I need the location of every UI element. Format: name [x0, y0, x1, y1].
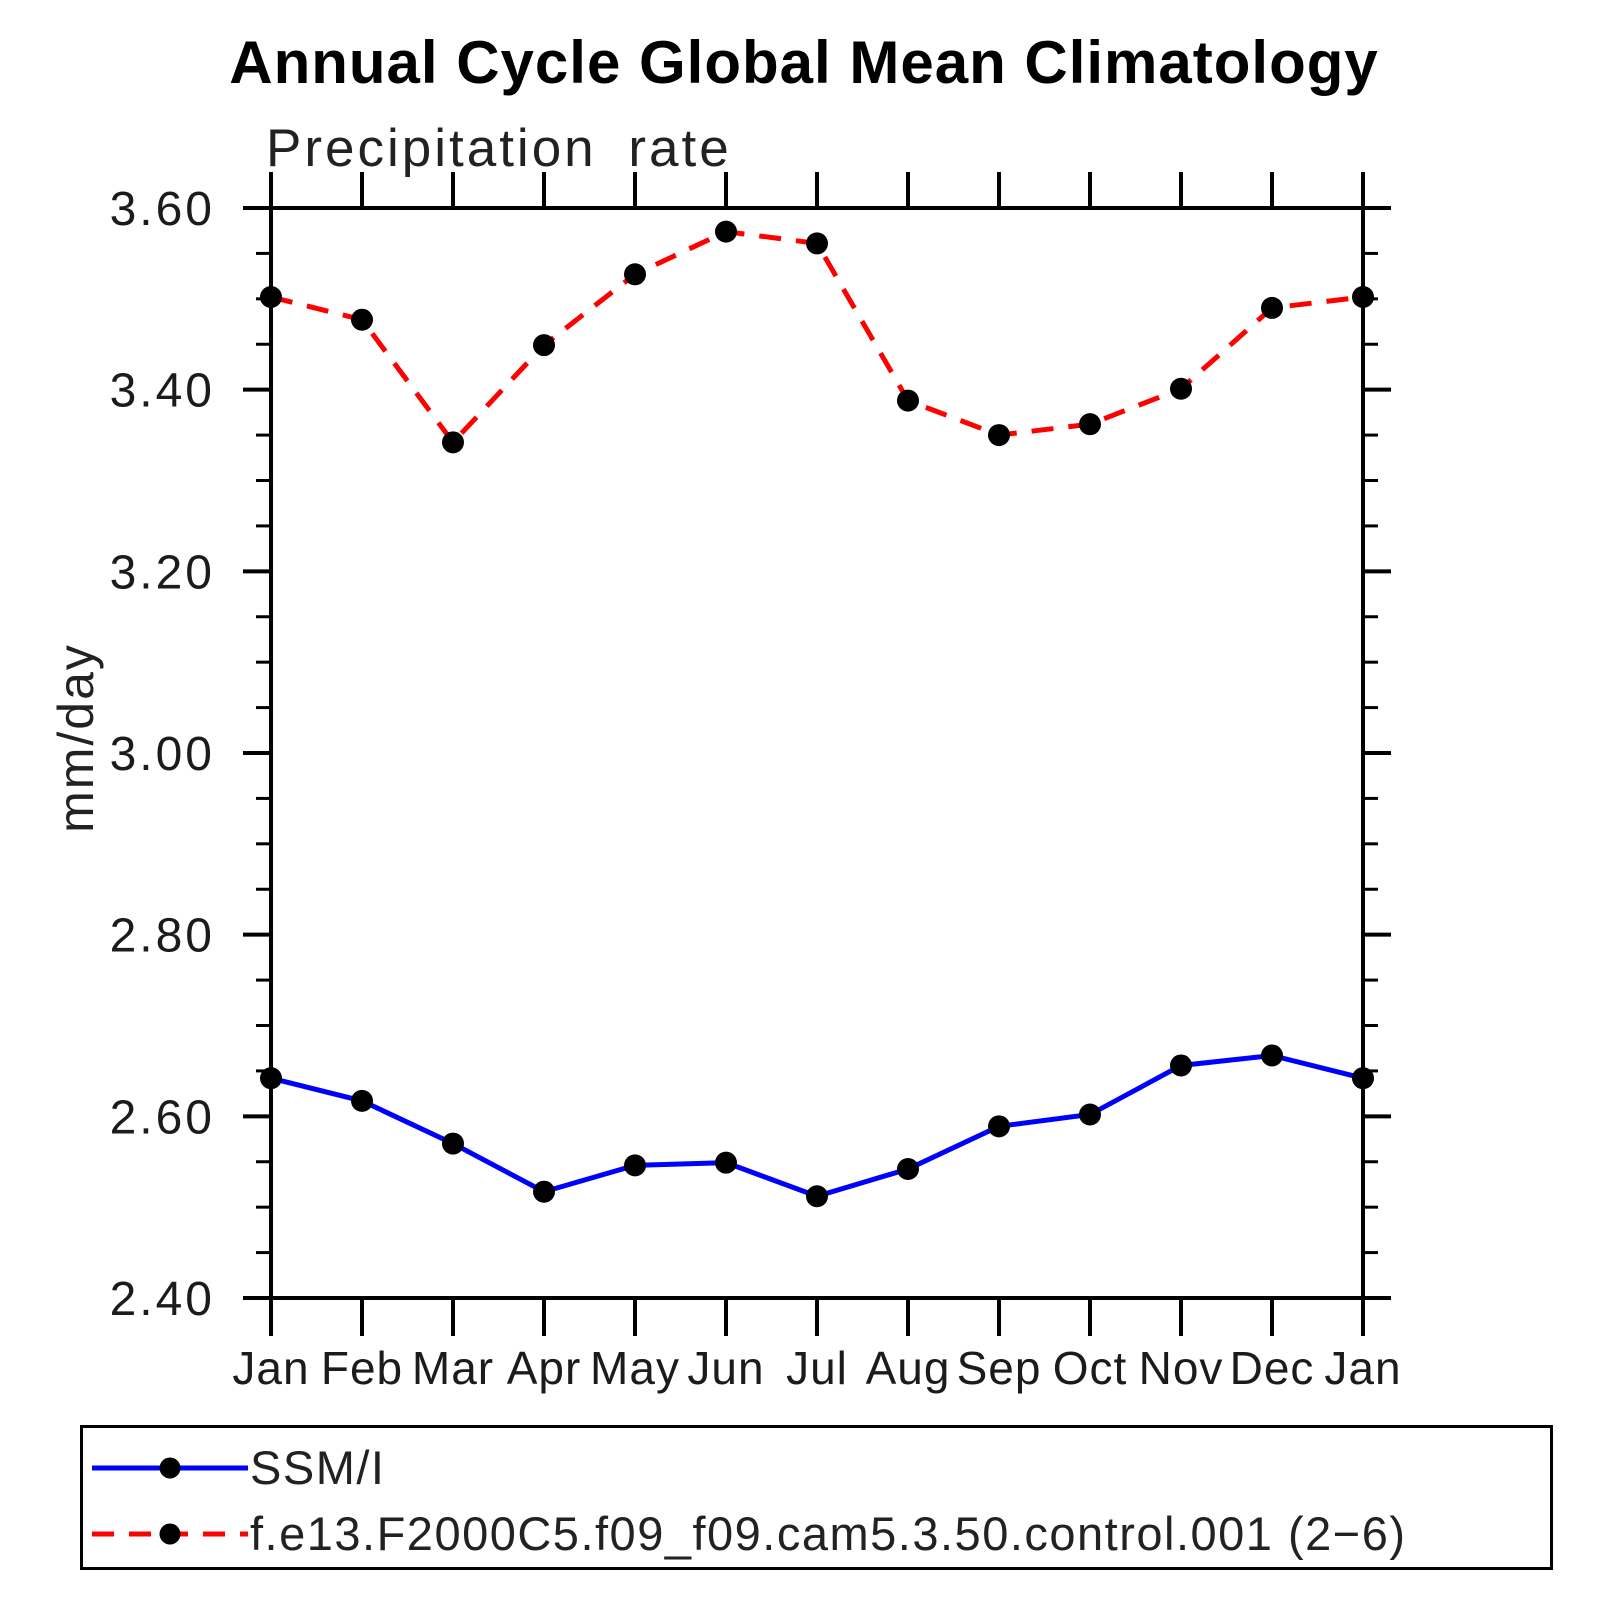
data-point-marker	[806, 232, 828, 255]
data-point-marker	[624, 1154, 646, 1177]
legend-sample-solid-line	[92, 1457, 248, 1479]
chart-subtitle: Precipitation rate	[266, 119, 732, 178]
data-point-marker	[533, 1180, 555, 1203]
x-tick-label: Sep	[957, 1342, 1042, 1394]
x-tick-label: Jan	[1324, 1342, 1401, 1394]
data-point-marker	[1261, 296, 1283, 319]
data-point-marker	[1170, 377, 1192, 400]
legend-box: SSM/I f.e13.F2000C5.f09_f09.cam5.3.50.con…	[80, 1425, 1553, 1570]
data-point-marker	[897, 389, 919, 412]
x-tick-label: Jan	[232, 1342, 309, 1394]
data-point-marker	[442, 1132, 464, 1155]
data-point-marker	[1261, 1044, 1283, 1067]
data-point-marker	[715, 220, 737, 243]
data-point-marker	[442, 431, 464, 454]
data-point-marker	[624, 263, 646, 286]
y-tick-label: 3.40	[110, 365, 215, 418]
y-tick-label: 3.20	[110, 546, 215, 599]
x-tick-label: Jun	[687, 1342, 764, 1394]
data-point-marker	[988, 1115, 1010, 1138]
x-tick-label: Dec	[1230, 1342, 1315, 1394]
data-point-marker	[1352, 1067, 1374, 1090]
data-point-marker	[1170, 1054, 1192, 1077]
legend-label: SSM/I	[250, 1441, 386, 1494]
legend-marker-icon	[159, 1457, 181, 1479]
y-tick-label: 2.80	[110, 910, 215, 963]
data-point-marker	[260, 286, 282, 309]
x-tick-label: May	[590, 1342, 680, 1394]
y-tick-label: 2.60	[110, 1091, 215, 1144]
legend-label: f.e13.F2000C5.f09_f09.cam5.3.50.control.…	[250, 1507, 1407, 1560]
y-tick-label: 2.40	[110, 1273, 215, 1326]
data-point-marker	[715, 1151, 737, 1174]
series-line-f-e13-f2000c5-f09-f09-cam5-3-50-control-001-2-6-	[270, 229, 1364, 447]
x-tick-label: Mar	[412, 1342, 494, 1394]
x-tick-label: Feb	[321, 1342, 403, 1394]
data-point-marker	[260, 1067, 282, 1090]
y-tick-label: 3.60	[110, 183, 215, 236]
series-line-ssm-i	[270, 1052, 1364, 1199]
x-tick-label: Oct	[1053, 1342, 1128, 1394]
chart-title: Annual Cycle Global Mean Climatology	[229, 29, 1379, 96]
x-tick-label: Apr	[507, 1342, 582, 1394]
data-point-marker	[1079, 413, 1101, 436]
data-point-marker	[988, 424, 1010, 447]
x-tick-label: Nov	[1139, 1342, 1224, 1394]
x-tick-label: Jul	[786, 1342, 848, 1394]
data-point-marker	[351, 1089, 373, 1112]
data-point-marker	[897, 1158, 919, 1181]
data-point-marker	[1352, 286, 1374, 309]
legend-row: SSM/I	[90, 1441, 386, 1494]
legend-sample-dashed-line	[92, 1523, 248, 1545]
x-tick-label: Aug	[866, 1342, 951, 1394]
data-point-marker	[351, 308, 373, 331]
data-point-marker	[533, 334, 555, 357]
data-point-marker	[806, 1185, 828, 1208]
legend-marker-icon	[159, 1523, 181, 1545]
data-point-marker	[1079, 1103, 1101, 1126]
legend-row: f.e13.F2000C5.f09_f09.cam5.3.50.control.…	[90, 1507, 1407, 1560]
y-tick-label: 3.00	[110, 728, 215, 781]
